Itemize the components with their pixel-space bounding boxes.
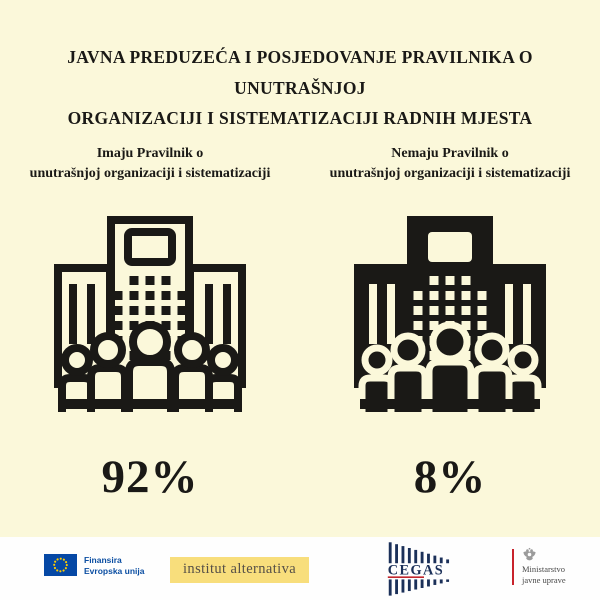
institut-alternativa-label: institut alternativa xyxy=(170,557,310,583)
institut-alternativa-logo: institut alternativa xyxy=(170,557,310,583)
footer-logo-strip: Finansira Evropska unija institut altern… xyxy=(0,537,600,600)
column-heading: Nemaju Pravilnik o unutrašnjoj organizac… xyxy=(330,144,571,188)
building-crowd-solid-icon xyxy=(350,212,550,412)
eu-funding-line1: Finansira xyxy=(84,555,122,565)
montenegro-eagle-emblem-icon xyxy=(523,547,536,561)
eu-funding-text: Finansira Evropska unija xyxy=(84,554,144,578)
column-heading-line1: Imaju Pravilnik o xyxy=(96,146,204,161)
column-heading: Imaju Pravilnik o unutrašnjoj organizaci… xyxy=(30,144,271,188)
column-have-rulebook: Imaju Pravilnik o unutrašnjoj organizaci… xyxy=(0,144,300,501)
ministry-line1: Ministarstvo xyxy=(522,564,565,574)
building-crowd-outline-icon xyxy=(50,212,250,412)
svg-text:CEGAS: CEGAS xyxy=(388,563,444,579)
cegas-barcode-icon: CEGAS xyxy=(387,542,450,596)
column-heading-line2: unutrašnjoj organizaciji i sistematizaci… xyxy=(329,166,571,182)
columns: Imaju Pravilnik o unutrašnjoj organizaci… xyxy=(0,144,600,501)
eu-funding-line2: Evropska unija xyxy=(84,566,145,577)
column-heading-line1: Nemaju Pravilnik o xyxy=(391,146,509,161)
eu-funding-logo: Finansira Evropska unija xyxy=(44,554,144,578)
page-title-line1: JAVNA PREDUZEĆA I POSJEDOVANJE PRAVILNIK… xyxy=(67,47,533,98)
column-no-rulebook: Nemaju Pravilnik o unutrašnjoj organizac… xyxy=(300,144,600,501)
ministry-line2: javne uprave xyxy=(522,575,566,586)
ministry-red-bar xyxy=(512,549,514,585)
percent-value: 8% xyxy=(413,451,487,503)
page-title: JAVNA PREDUZEĆA I POSJEDOVANJE PRAVILNIK… xyxy=(20,42,580,134)
eu-flag-icon xyxy=(44,554,77,576)
percent-value: 92% xyxy=(101,451,199,503)
page-title-line2: ORGANIZACIJI I SISTEMATIZACIJI RADNIH MJ… xyxy=(67,108,533,129)
column-heading-line2: unutrašnjoj organizaciji i sistematizaci… xyxy=(29,166,271,182)
ministry-text: Ministarstvo javne uprave xyxy=(522,564,566,587)
ministry-logo: Ministarstvo javne uprave xyxy=(512,547,566,587)
cegas-logo: CEGAS xyxy=(384,539,464,597)
